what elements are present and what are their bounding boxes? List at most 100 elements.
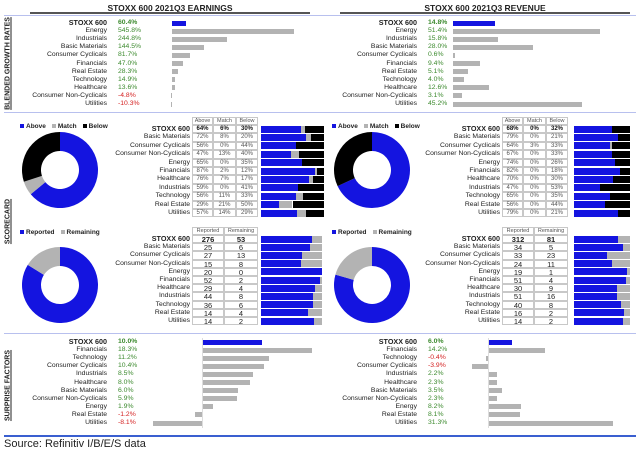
scorecard-bar-above (574, 201, 606, 209)
divider (4, 333, 636, 334)
scorecard-donut (21, 132, 98, 208)
scorecard-bar-above (261, 142, 297, 150)
surprise-row-value: 2.3% (428, 378, 444, 386)
growth-bar (453, 52, 455, 58)
remaining-bar (617, 284, 630, 292)
remaining-bar (620, 301, 630, 309)
reported-cell: 14 (192, 308, 224, 317)
growth-row-value: 12.6% (428, 83, 448, 91)
scorecard-cell-match: 0% (213, 158, 236, 167)
growth-bar (453, 61, 480, 66)
legend-label: Remaining (66, 229, 100, 236)
growth-row-label: Financials (386, 59, 417, 67)
remaining-cell: 2 (534, 317, 568, 325)
scorecard-cell-match: 0% (523, 209, 546, 218)
growth-row-label: STOXX 600 (378, 18, 417, 27)
scorecard-bar-below (618, 209, 630, 217)
growth-row-label: Industrials (386, 35, 417, 43)
scorecard-cell-above: 56% (192, 192, 213, 201)
scorecard-bar-below (605, 201, 630, 209)
scorecard-cell-above: 64% (192, 125, 213, 134)
growth-bar (171, 101, 172, 107)
reported-cell: 24 (502, 259, 534, 268)
surprise-bar (202, 363, 265, 369)
remaining-cell: 6 (224, 300, 258, 309)
surprise-bar (488, 347, 545, 353)
reported-row-label: Real Estate (154, 308, 190, 316)
remaining-bar (623, 309, 630, 317)
remaining-bar (314, 284, 322, 292)
scorecard-row-label: Utilities (168, 209, 190, 216)
remaining-cell: 23 (534, 251, 568, 260)
remaining-cell: 8 (224, 259, 258, 268)
reported-row-label: Healthcare (157, 284, 190, 292)
reported-bar (261, 268, 322, 276)
reported-bar (261, 317, 315, 325)
scorecard-bar-above (574, 175, 614, 183)
growth-row-value: 5.1% (428, 67, 444, 75)
growth-row-value: 0.6% (428, 51, 444, 59)
scorecard-bar-below (298, 150, 324, 158)
scorecard-row-label: Real Estate (154, 200, 190, 208)
scorecard-cell-match: 13% (213, 150, 236, 159)
surprise-row-value: 2.3% (428, 394, 444, 402)
scorecard-row-label: Healthcare (467, 175, 500, 183)
reported-cell: 20 (192, 267, 224, 276)
reported-cell: 34 (502, 243, 534, 252)
reported-row-label: STOXX 600 (151, 234, 190, 243)
growth-bar (172, 61, 183, 66)
reported-donut-slice (27, 247, 60, 275)
column-header: Above (192, 117, 213, 125)
scorecard-cell-match: 21% (213, 200, 236, 209)
reported-row-label: Industrials (159, 292, 190, 300)
remaining-bar (319, 276, 322, 284)
growth-row-label: Real Estate (71, 67, 107, 75)
growth-bar (453, 93, 462, 99)
remaining-bar (622, 243, 630, 251)
scorecard-bar-above (574, 142, 610, 150)
growth-row-value: 15.8% (428, 35, 448, 43)
surprise-row-label: Financials (386, 346, 417, 354)
legend-label: Reported (26, 229, 55, 236)
scorecard-cell-match: 0% (523, 150, 546, 159)
panel-title: STOXX 600 2021Q3 EARNINGS (107, 3, 233, 13)
remaining-cell: 6 (224, 243, 258, 252)
growth-row-value: 4.0% (428, 75, 444, 83)
remaining-bar (616, 292, 630, 300)
reported-cell: 25 (192, 243, 224, 252)
reported-cell: 27 (192, 251, 224, 260)
growth-bar (172, 77, 176, 83)
scorecard-row-label: STOXX 600 (461, 124, 500, 133)
title-underline (30, 12, 310, 14)
scorecard-bar-below (316, 167, 324, 175)
scorecard-cell-below: 35% (546, 192, 568, 201)
growth-row-value: 60.4% (118, 19, 138, 26)
surprise-row-label: Financials (76, 346, 107, 354)
scorecard-cell-above: 68% (502, 125, 523, 134)
reported-row-label: Technology (155, 300, 190, 308)
scorecard-legend: Above Match Below (332, 123, 426, 130)
surprise-bar (202, 347, 312, 353)
reported-bar (574, 309, 624, 317)
surprise-bar (202, 380, 250, 385)
scorecard-cell-above: 29% (192, 200, 213, 209)
legend-item: Remaining (372, 229, 412, 236)
scorecard-cell-match: 6% (213, 125, 236, 134)
scorecard-bar-below (301, 159, 324, 167)
legend-item: Reported (20, 229, 55, 236)
legend-label: Reported (338, 229, 367, 236)
title-underline (340, 12, 630, 14)
scorecard-bar-match (296, 209, 306, 217)
remaining-cell: 16 (534, 292, 568, 301)
remaining-bar (314, 317, 322, 325)
legend-item: Below (82, 123, 108, 130)
surprise-row-value: -0.4% (428, 354, 446, 362)
remaining-cell: 8 (534, 300, 568, 309)
legend-item: Below (394, 123, 420, 130)
remaining-cell: 1 (534, 267, 568, 276)
scorecard-bar-above (261, 159, 302, 167)
zero-axis (202, 338, 203, 428)
scorecard-bar-below (615, 159, 630, 167)
reported-row-label: Consumer Cyclicals (439, 251, 500, 259)
column-header: Remaining (534, 227, 568, 235)
